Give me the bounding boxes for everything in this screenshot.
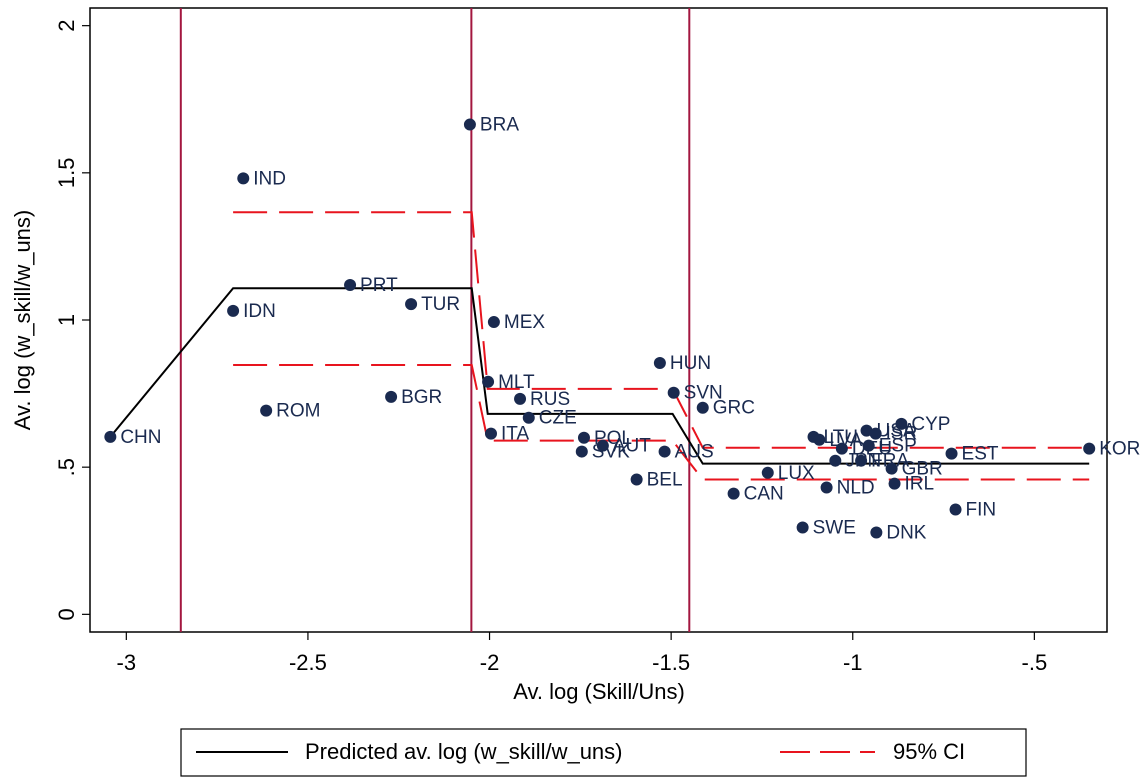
- y-tick-label: 0: [54, 608, 79, 620]
- point: [344, 278, 357, 291]
- point: [829, 454, 842, 467]
- point: [862, 439, 875, 452]
- point: [405, 298, 418, 311]
- point-label: PRT: [360, 275, 398, 296]
- point: [949, 503, 962, 516]
- point-label: AUS: [675, 442, 714, 463]
- point-label: ESP: [879, 436, 917, 457]
- x-tick-label: -3: [117, 650, 137, 675]
- x-tick-label: -2: [480, 650, 500, 675]
- x-tick-label: -1.5: [652, 650, 690, 675]
- point: [820, 481, 833, 494]
- point-label: CHN: [120, 427, 161, 448]
- point: [761, 466, 774, 479]
- point: [227, 304, 240, 317]
- point: [727, 487, 740, 500]
- point: [888, 477, 901, 490]
- point: [869, 427, 882, 440]
- point-label: TUR: [421, 294, 460, 315]
- point-label: IDN: [243, 301, 276, 322]
- point: [796, 521, 809, 534]
- point: [482, 375, 495, 388]
- point: [487, 316, 500, 329]
- point-label: LTU: [824, 427, 858, 448]
- point-label: EST: [962, 444, 999, 465]
- x-tick-label: -2.5: [289, 650, 327, 675]
- point: [237, 172, 250, 185]
- point: [945, 447, 958, 460]
- point-label: SWE: [813, 518, 856, 539]
- legend-box: [180, 728, 1027, 777]
- point: [835, 442, 848, 455]
- point: [1083, 442, 1096, 455]
- point: [870, 526, 883, 539]
- x-axis-title: Av. log (Skill/Uns): [513, 679, 685, 704]
- point-label: NLD: [837, 477, 875, 498]
- point: [385, 390, 398, 403]
- point: [577, 431, 590, 444]
- point: [895, 417, 908, 430]
- point-label: RUS: [530, 389, 570, 410]
- point-label: HUN: [670, 353, 711, 374]
- point-label: AUT: [613, 436, 651, 457]
- point-label: MLT: [498, 372, 535, 393]
- point-label: DEU: [852, 439, 892, 460]
- line-series: [233, 364, 1090, 481]
- point-label: CZE: [539, 408, 577, 429]
- point-label: ISR: [886, 424, 918, 445]
- point: [514, 392, 527, 405]
- point: [575, 445, 588, 458]
- y-tick-label: .5: [54, 458, 79, 476]
- point-label: SVN: [684, 383, 723, 404]
- point-label: DNK: [886, 523, 926, 544]
- point-label: GRC: [713, 398, 755, 419]
- point-label: GBR: [902, 459, 943, 480]
- point: [658, 445, 671, 458]
- y-tick-label: 2: [54, 20, 79, 32]
- line-series: [109, 287, 1090, 465]
- point: [596, 439, 609, 452]
- point: [653, 356, 666, 369]
- point: [667, 386, 680, 399]
- point-label: KOR: [1099, 439, 1140, 460]
- point: [885, 462, 898, 475]
- point: [522, 411, 535, 424]
- point: [860, 424, 873, 437]
- point: [630, 473, 643, 486]
- point-label: ROM: [276, 401, 320, 422]
- point: [260, 404, 273, 417]
- x-tick-label: -1: [843, 650, 863, 675]
- legend-label: Predicted av. log (w_skill/w_uns): [305, 739, 623, 764]
- y-tick-label: 1.5: [54, 158, 79, 189]
- point: [484, 427, 497, 440]
- point-label: BEL: [647, 470, 683, 491]
- point: [855, 454, 868, 467]
- point: [463, 118, 476, 131]
- point-label: IRL: [905, 474, 935, 495]
- point: [813, 433, 826, 446]
- point-label: BRA: [480, 115, 519, 136]
- point-label: MEX: [504, 312, 546, 333]
- point-label: FIN: [966, 500, 997, 521]
- point-label: LUX: [778, 463, 815, 484]
- x-tick-label: -.5: [1022, 650, 1048, 675]
- y-axis-title: Av. log (w_skill/w_uns): [10, 210, 35, 430]
- point-label: USA: [877, 421, 916, 442]
- y-tick-label: 1: [54, 314, 79, 326]
- point-label: CAN: [744, 484, 784, 505]
- point-label: BGR: [401, 387, 442, 408]
- legend-label: 95% CI: [893, 739, 965, 764]
- point-label: FRA: [871, 451, 909, 472]
- point-label: ITA: [501, 424, 529, 445]
- point: [696, 401, 709, 414]
- point-label: CYP: [911, 414, 950, 435]
- point: [104, 430, 117, 443]
- point-label: IND: [253, 168, 286, 189]
- line-series: [233, 211, 1090, 449]
